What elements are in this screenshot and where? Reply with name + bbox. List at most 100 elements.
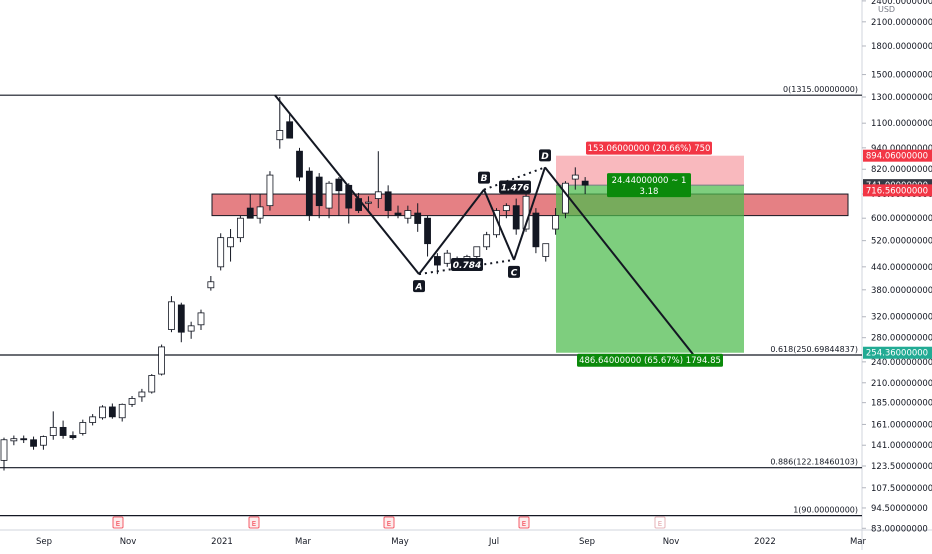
candle-body — [296, 150, 303, 178]
price-tag — [863, 184, 932, 197]
y-tick-label: 141.00000000 — [871, 441, 932, 451]
ratio-label: 1.476 — [501, 183, 529, 193]
candle-body — [532, 212, 540, 248]
entry-label-line2: 3.18 — [640, 187, 659, 197]
candle-body — [148, 375, 156, 393]
candle-body — [325, 182, 333, 209]
entry-label-box — [607, 173, 691, 198]
y-tick-label: 107.50000000 — [871, 484, 932, 494]
candle-body — [168, 301, 175, 330]
candle-body — [286, 121, 294, 139]
candle-body — [414, 212, 422, 224]
candle-body — [404, 210, 412, 219]
candle-body — [59, 426, 67, 436]
y-tick-label: 1300.00000000 — [871, 93, 932, 103]
y-tick-label: 83.00000000 — [871, 524, 928, 534]
bd-dotted-line — [483, 166, 546, 191]
earnings-marker — [383, 516, 395, 529]
candle-body — [30, 439, 37, 447]
y-tick-label: 1100.00000000 — [871, 119, 932, 129]
candle-body — [374, 191, 382, 199]
candle-body — [384, 191, 392, 211]
candle-body — [512, 205, 520, 230]
x-tick-label: Mar — [850, 537, 867, 547]
risk-label-box — [586, 141, 712, 155]
candle-body — [256, 206, 264, 219]
earnings-marker-label: E — [387, 520, 391, 528]
candle-body — [128, 398, 136, 405]
candle-body — [305, 170, 313, 217]
candle-body — [40, 436, 47, 446]
pattern-point-badge — [508, 265, 520, 278]
earnings-marker-label: E — [116, 520, 120, 528]
x-tick-label: Mar — [295, 537, 312, 547]
y-tick-label: 320.00000000 — [871, 313, 932, 323]
candle-body — [483, 234, 491, 248]
price-tag-label: 254.36000000 — [866, 349, 928, 359]
price-tag-label: 716.56000000 — [866, 186, 928, 196]
earnings-marker-label: E — [658, 520, 662, 528]
fib-level-label: 1(90.00000000) — [793, 506, 858, 515]
fib-level-label: 0.886(122.18460103) — [770, 458, 858, 467]
candle-body — [89, 416, 97, 423]
candle-body — [394, 212, 402, 217]
x-tick-label: Sep — [36, 537, 52, 547]
pattern-leg — [274, 94, 420, 275]
price-tag — [863, 149, 932, 162]
earnings-marker-label: E — [522, 520, 526, 528]
y-tick-label: 240.00000000 — [871, 358, 932, 368]
y-tick-label: 520.00000000 — [871, 237, 932, 247]
pattern-point-label: D — [541, 152, 549, 162]
candle-body — [473, 246, 481, 257]
reward-box — [556, 185, 744, 353]
candle-body — [79, 422, 87, 434]
y-tick-label: 2100.00000000 — [871, 18, 932, 28]
earnings-marker — [654, 516, 666, 529]
x-tick-label: Sep — [579, 537, 595, 547]
y-tick-label: 1500.00000000 — [871, 71, 932, 81]
currency-label: USD — [878, 5, 895, 14]
earnings-marker — [248, 516, 260, 529]
y-tick-label: 440.00000000 — [871, 263, 932, 273]
pattern-leg — [418, 189, 485, 275]
y-tick-label: 280.00000000 — [871, 334, 932, 344]
candle-body — [108, 406, 116, 418]
y-tick-label: 94.50000000 — [871, 504, 928, 514]
candle-body — [424, 217, 431, 245]
x-tick-label: Nov — [663, 537, 680, 547]
y-tick-label: 123.50000000 — [871, 462, 932, 472]
ratio-badge — [451, 258, 483, 272]
candle-body — [236, 217, 244, 239]
y-tick-label: 2400.00000000 — [871, 0, 932, 7]
pattern-point-label: B — [481, 174, 488, 184]
candle-body — [276, 130, 284, 141]
candle-body — [542, 243, 550, 257]
price-tag — [863, 346, 932, 359]
y-tick-label: 940.00000000 — [871, 144, 932, 154]
candle-body — [49, 426, 57, 436]
price-tag-label: 894.06000000 — [866, 152, 928, 162]
projection-line — [544, 166, 695, 357]
x-tick-label: May — [391, 537, 409, 547]
fib-level-label: 0.618(250.69844837) — [770, 345, 858, 354]
candle-body — [177, 304, 185, 333]
x-tick-label: 2021 — [211, 537, 233, 547]
candle-body — [335, 178, 343, 192]
pattern-leg — [483, 189, 515, 261]
x-tick-label: 2022 — [754, 537, 776, 547]
ratio-label: 0.784 — [453, 261, 481, 271]
fib-level-label: 0(1315.00000000) — [783, 85, 858, 94]
candle-body — [197, 312, 205, 326]
candle-body — [443, 252, 451, 264]
y-tick-label: 600.00000000 — [871, 214, 932, 224]
candle-body — [433, 256, 441, 266]
pattern-point-label: C — [511, 268, 518, 278]
pattern-point-label: A — [415, 283, 423, 293]
candle-body — [227, 237, 234, 248]
pattern-leg — [513, 167, 546, 261]
x-tick-label: Jul — [488, 537, 499, 547]
candle-body — [158, 346, 166, 375]
candle-body — [562, 182, 569, 214]
